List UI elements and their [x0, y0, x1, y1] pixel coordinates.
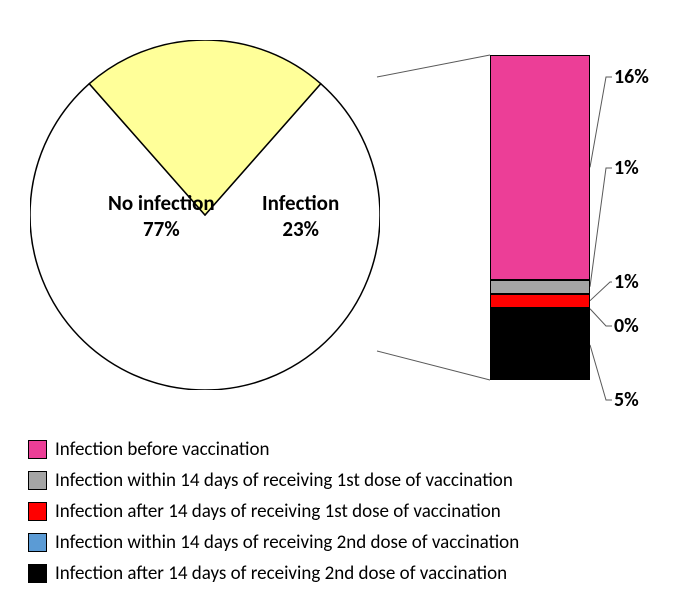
bar-leader-after14-1st: [590, 282, 612, 301]
legend-swatch: [28, 564, 47, 583]
legend-label: Infection within 14 days of receiving 1s…: [55, 469, 513, 492]
legend-row: Infection before vaccination: [28, 438, 668, 461]
legend-row: Infection within 14 days of receiving 1s…: [28, 469, 668, 492]
legend-swatch: [28, 502, 47, 521]
bar-pct-within14-1st: 1%: [614, 156, 639, 180]
bar-segment-after14-1st: [490, 294, 590, 308]
legend-row: Infection within 14 days of receiving 2n…: [28, 531, 668, 554]
legend-swatch: [28, 533, 47, 552]
bar-leader-within14-2nd: [590, 309, 612, 326]
legend-label: Infection after 14 days of receiving 1st…: [55, 500, 501, 523]
legend-swatch: [28, 440, 47, 459]
pie-label-no-infection: No infection 77%: [108, 190, 215, 243]
bar-segment-before-vaccination: [490, 55, 590, 280]
pie-label-infection: Infection 23%: [262, 190, 339, 243]
legend-label: Infection after 14 days of receiving 2nd…: [55, 562, 507, 585]
bar-pct-within14-2nd: 0%: [614, 314, 639, 338]
pie-bar-leader-bottom: [377, 351, 490, 380]
chart-area: No infection 77% Infection 23% 16% 1% 1% 0%…: [0, 0, 700, 430]
bar-pct-after14-1st: 1%: [614, 270, 639, 294]
bar-segment-after14-2nd: [490, 310, 590, 380]
bar-leader-before-vaccination: [590, 77, 612, 167]
bar-segment-within14-1st: [490, 280, 590, 294]
bar-pct-after14-2nd: 5%: [614, 388, 639, 412]
bar-pct-before-vaccination: 16%: [614, 65, 649, 89]
legend: Infection before vaccination Infection wi…: [28, 438, 668, 593]
legend-swatch: [28, 471, 47, 490]
pie-chart: No infection 77% Infection 23%: [30, 40, 380, 390]
legend-row: Infection after 14 days of receiving 2nd…: [28, 562, 668, 585]
legend-label: Infection before vaccination: [55, 438, 270, 461]
pie-bar-leader-top: [377, 55, 490, 77]
legend-row: Infection after 14 days of receiving 1st…: [28, 500, 668, 523]
legend-label: Infection within 14 days of receiving 2n…: [55, 531, 519, 554]
stacked-bar: [490, 55, 590, 380]
bar-leader-within14-1st: [590, 168, 612, 287]
bar-leader-after14-2nd: [590, 345, 612, 400]
